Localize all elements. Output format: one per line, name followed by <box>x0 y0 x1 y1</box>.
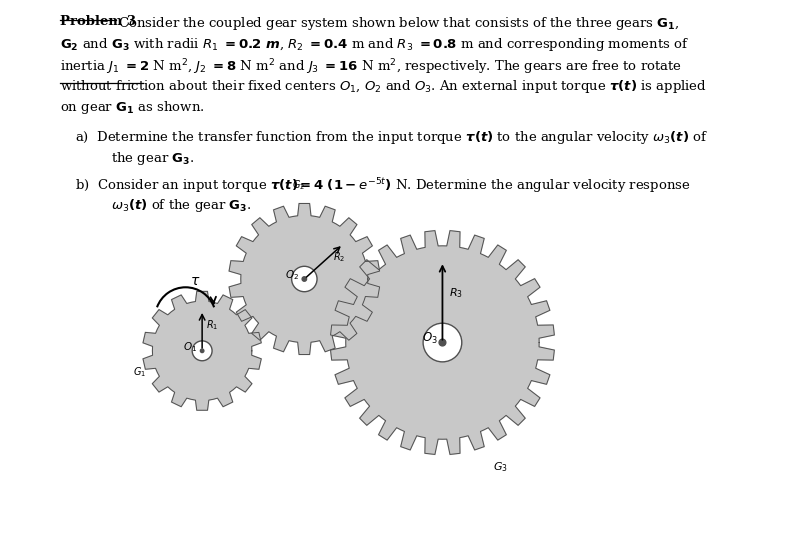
Text: $G_1$: $G_1$ <box>133 365 146 379</box>
Circle shape <box>192 341 212 361</box>
Text: a)  Determine the transfer function from the input torque $\boldsymbol{\tau(t)}$: a) Determine the transfer function from … <box>75 129 708 146</box>
Text: $R_1$: $R_1$ <box>206 319 218 332</box>
Text: $R_2$: $R_2$ <box>333 251 346 264</box>
Text: Consider the coupled gear system shown below that consists of the three gears $\: Consider the coupled gear system shown b… <box>118 15 679 32</box>
Text: $O_1$: $O_1$ <box>183 340 197 354</box>
Text: $G_3$: $G_3$ <box>493 460 508 474</box>
Text: the gear $\mathbf{G_3}$.: the gear $\mathbf{G_3}$. <box>111 150 194 167</box>
Text: $G_2$: $G_2$ <box>292 178 306 191</box>
Circle shape <box>423 323 462 362</box>
Text: without friction about their fixed centers $O_1$, $O_2$ and $O_3$. An external i: without friction about their fixed cente… <box>60 78 707 95</box>
Text: $\boldsymbol{\omega_3(t)}$ of the gear $\mathbf{G_3}$.: $\boldsymbol{\omega_3(t)}$ of the gear $… <box>111 197 251 214</box>
Text: $\tau$: $\tau$ <box>190 274 201 288</box>
Text: on gear $\mathbf{G_1}$ as shown.: on gear $\mathbf{G_1}$ as shown. <box>60 99 205 116</box>
Text: Problem 3: Problem 3 <box>60 15 136 28</box>
Circle shape <box>302 277 307 281</box>
Text: $O_2$: $O_2$ <box>285 268 299 282</box>
Polygon shape <box>143 291 261 410</box>
Text: $\mathbf{G_2}$ and $\mathbf{G_3}$ with radii $\boldsymbol{R_1}$ $\mathbf{= 0.2}$: $\mathbf{G_2}$ and $\mathbf{G_3}$ with r… <box>60 36 690 53</box>
Text: inertia $\boldsymbol{J_1}$ $\mathbf{= 2}$ N m$^2$, $\boldsymbol{J_2}$ $\mathbf{=: inertia $\boldsymbol{J_1}$ $\mathbf{= 2}… <box>60 57 683 76</box>
Circle shape <box>439 339 446 346</box>
Text: $O_3$: $O_3$ <box>423 330 438 345</box>
Text: b)  Consider an input torque $\boldsymbol{\tau(t) = 4\ (1 - e^{-5t})}$ N. Determ: b) Consider an input torque $\boldsymbol… <box>75 176 690 196</box>
Circle shape <box>201 349 204 353</box>
Text: $R_3$: $R_3$ <box>449 286 462 300</box>
Circle shape <box>292 266 317 292</box>
Polygon shape <box>229 204 380 354</box>
Polygon shape <box>330 230 555 454</box>
